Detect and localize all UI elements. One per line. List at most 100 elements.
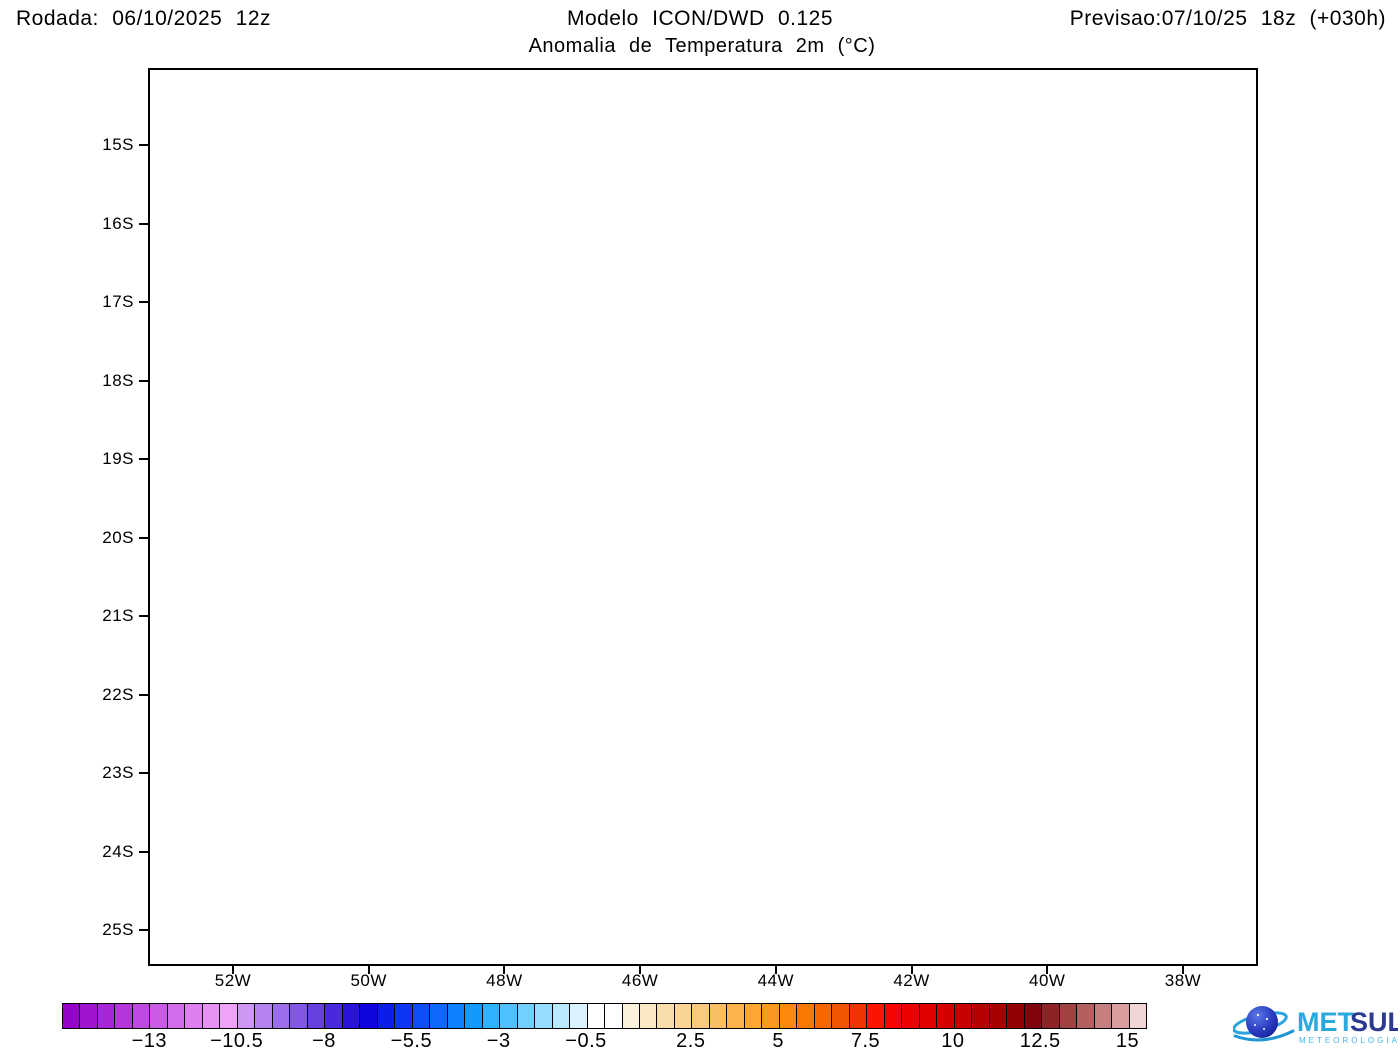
lat-tick-label: 20S (102, 527, 134, 547)
model-title: Modelo ICON/DWD 0.125 (566, 7, 834, 30)
lat-tick-label: 21S (102, 606, 134, 625)
colorbar-cell (709, 1004, 728, 1028)
lon-tick (503, 966, 506, 974)
lat-tick-label: 19S (102, 449, 134, 468)
colorbar-tick-label: −8 (312, 1030, 336, 1052)
lat-tick-label: 16S (102, 213, 134, 233)
lat-tick (139, 772, 148, 774)
lon-tick-label: 40W (1029, 971, 1066, 990)
lon-tick-label: 44W (757, 971, 795, 990)
colorbar-cell (237, 1004, 256, 1028)
colorbar-cell (377, 1004, 396, 1028)
logo-globe-icon (1233, 1006, 1295, 1042)
colorbar-tick-label: 15 (1115, 1030, 1140, 1052)
lat-tick (139, 301, 148, 303)
lat-tick (139, 615, 148, 617)
colorbar-cell (884, 1004, 903, 1028)
colorbar-cell (307, 1004, 326, 1028)
lon-tick (1046, 966, 1049, 974)
colorbar-cell (989, 1004, 1008, 1028)
forecast-label: Previsao:07/10/25 18z (+030h) (1069, 7, 1386, 30)
lat-tick-label: 24S (102, 841, 134, 861)
colorbar-cell (814, 1004, 833, 1028)
lat-tick-label: 23S (102, 763, 134, 782)
colorbar-cell (342, 1004, 361, 1028)
colorbar-cell (1024, 1004, 1043, 1028)
colorbar-cell (727, 1004, 745, 1028)
colorbar-tick-label: −3 (486, 1030, 511, 1052)
colorbar-cell (622, 1004, 640, 1028)
colorbar-cell (325, 1004, 343, 1028)
colorbar-cell (63, 1004, 81, 1028)
colorbar-cell (395, 1004, 413, 1028)
lon-tick (1181, 966, 1184, 974)
map-border (148, 68, 1258, 966)
colorbar-cell (517, 1004, 536, 1028)
colorbar-cell (167, 1004, 186, 1028)
lat-tick (139, 536, 148, 539)
colorbar-cell (972, 1004, 990, 1028)
colorbar-cell (639, 1004, 658, 1028)
colorbar-cell (832, 1004, 850, 1028)
lat-tick (139, 929, 148, 931)
colorbar-cell (447, 1004, 466, 1028)
colorbar-cell (150, 1004, 168, 1028)
lat-tick (139, 458, 148, 460)
colorbar-cell (535, 1004, 553, 1028)
metsul-logo: MET SUL METEOROLOGIA (1233, 1006, 1398, 1045)
colorbar-cell (849, 1004, 868, 1028)
colorbar-cell (605, 1004, 623, 1028)
lat-tick (139, 222, 148, 225)
lon-tick (367, 966, 370, 974)
colorbar-cell (1112, 1004, 1130, 1028)
lat-tick (139, 850, 148, 853)
lat-tick-label: 25S (102, 920, 134, 939)
colorbar-cell (202, 1004, 221, 1028)
colorbar-cell (482, 1004, 501, 1028)
colorbar-cell (115, 1004, 133, 1028)
colorbar (62, 1003, 1147, 1029)
colorbar-cell (360, 1004, 378, 1028)
colorbar-cell (465, 1004, 483, 1028)
colorbar-cell (290, 1004, 308, 1028)
lat-tick-label: 17S (102, 292, 134, 311)
colorbar-cell (1059, 1004, 1078, 1028)
lon-tick (910, 966, 913, 974)
colorbar-cell (1094, 1004, 1113, 1028)
lon-tick (774, 966, 777, 974)
lat-tick (139, 693, 148, 696)
colorbar-tick-label: −0.5 (565, 1030, 607, 1052)
colorbar-cell (657, 1004, 675, 1028)
colorbar-cell (272, 1004, 291, 1028)
colorbar-cell (954, 1004, 973, 1028)
colorbar-cell (1129, 1004, 1147, 1028)
colorbar-cell (587, 1004, 606, 1028)
colorbar-tick-label: 2.5 (676, 1030, 706, 1052)
lat-tick-label: 18S (102, 370, 134, 390)
lon-tick-label: 42W (893, 971, 930, 990)
colorbar-tick-label: 10 (941, 1030, 965, 1052)
colorbar-cell (552, 1004, 571, 1028)
lon-tick-label: 48W (486, 971, 523, 990)
lat-tick-label: 22S (102, 684, 134, 704)
lon-tick-label: 46W (621, 971, 659, 990)
colorbar-tick-label: 12.5 (1019, 1030, 1061, 1052)
logo-wordmark: MET SUL METEOROLOGIA (1297, 1007, 1398, 1045)
colorbar-cell (97, 1004, 116, 1028)
lon-tick-label: 38W (1164, 971, 1202, 990)
colorbar-tick-label: 7.5 (850, 1030, 881, 1052)
colorbar-cell (185, 1004, 203, 1028)
colorbar-cell (867, 1004, 885, 1028)
colorbar-tick-label: 5 (772, 1030, 784, 1052)
lon-tick-label: 50W (350, 971, 387, 990)
colorbar-cell (937, 1004, 955, 1028)
colorbar-tick-label: −13 (131, 1030, 168, 1052)
colorbar-cell (132, 1004, 151, 1028)
lat-tick-label: 15S (102, 135, 134, 154)
colorbar-cell (762, 1004, 780, 1028)
colorbar-cell (570, 1004, 588, 1028)
colorbar-cell (430, 1004, 448, 1028)
lat-tick (139, 379, 148, 382)
colorbar-cell (80, 1004, 98, 1028)
